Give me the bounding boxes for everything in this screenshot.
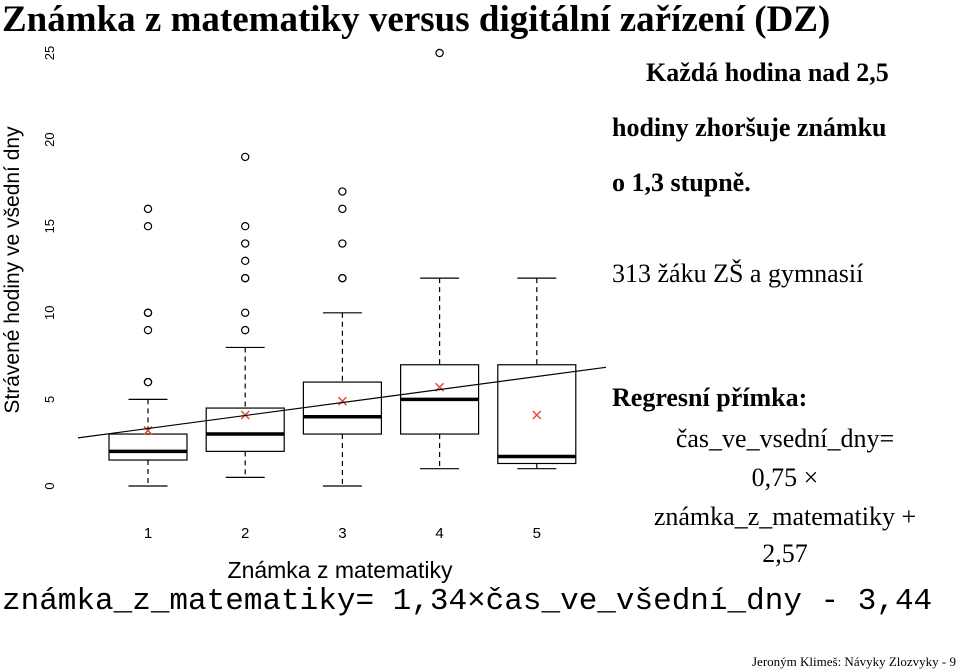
outlier-point — [240, 308, 250, 317]
sample-note: 313 žáku ZŠ a gymnasií — [612, 259, 864, 288]
mean-marker — [337, 396, 347, 406]
regression-title: Regresní přímka: — [612, 383, 808, 412]
outlier-point — [240, 256, 250, 266]
regression-line-2: 0,75 × — [751, 463, 819, 492]
y-tick-label: 0 — [42, 482, 57, 489]
outlier-point — [143, 221, 153, 231]
claim-line-3: o 1,3 stupně. — [612, 168, 751, 197]
box — [108, 433, 188, 461]
y-tick-label: 15 — [42, 219, 57, 233]
y-tick-label: 20 — [42, 132, 57, 146]
x-axis-title: Známka z matematiky — [228, 557, 453, 583]
outlier-point — [435, 48, 444, 58]
x-tick-label: 4 — [435, 525, 443, 542]
regression-line-1: čas_ve_vsední_dny= — [675, 424, 895, 453]
mean-marker-stroke — [532, 410, 542, 420]
regression-line — [77, 366, 607, 439]
y-tick-label: 5 — [42, 396, 57, 403]
outlier-point — [240, 325, 250, 335]
outlier-point — [338, 273, 347, 283]
footer-credit: Jeroným Klimeš: Návyky Zlozvyky - 9 — [752, 654, 956, 669]
regression-line-3: známka_z_matematiky + — [653, 502, 917, 531]
claim-line-1: Každá hodina nad 2,5 — [646, 58, 889, 87]
outlier-point — [143, 204, 153, 214]
claim-line-2: hodiny zhoršuje známku — [612, 113, 887, 142]
box — [302, 381, 382, 435]
outlier-point — [143, 325, 153, 335]
outlier-point — [240, 239, 250, 248]
outlier-point — [240, 273, 250, 283]
y-tick-label: 10 — [42, 306, 57, 320]
mean-marker-stroke — [337, 396, 347, 406]
page-title: Známka z matematiky versus digitální zař… — [2, 0, 831, 40]
mean-marker — [532, 410, 542, 420]
box — [205, 407, 285, 452]
x-tick-label: 1 — [144, 525, 152, 542]
outlier-point — [240, 221, 250, 231]
outlier-point — [338, 187, 347, 196]
regression-line-4: 2,57 — [762, 539, 808, 568]
x-tick-label: 5 — [533, 525, 541, 542]
outlier-point — [143, 308, 153, 317]
x-tick-label: 2 — [241, 525, 249, 542]
y-axis-title: Strávené hodiny ve všední dny — [1, 126, 24, 414]
y-tick-label: 25 — [42, 46, 57, 60]
outlier-point — [240, 152, 250, 162]
outlier-point — [143, 377, 153, 387]
outlier-point — [338, 204, 347, 214]
outlier-point — [338, 239, 347, 248]
box — [497, 364, 577, 465]
formula: známka_z_matematiky= 1,34×čas_ve_všední_… — [2, 584, 933, 619]
x-tick-label: 3 — [338, 525, 346, 542]
